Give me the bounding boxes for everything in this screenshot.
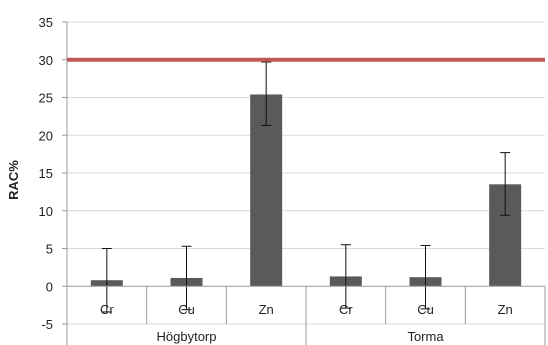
category-label: Zn <box>259 302 274 317</box>
category-label: Cr <box>339 302 353 317</box>
y-tick-label: 35 <box>39 15 53 30</box>
y-tick-label: 10 <box>39 204 53 219</box>
group-label: Torma <box>407 329 444 344</box>
y-tick-label: 20 <box>39 128 53 143</box>
y-tick-label: 5 <box>46 242 53 257</box>
category-label: Cu <box>178 302 195 317</box>
bar <box>250 94 283 287</box>
y-axis: -5 0 5 10 15 20 25 30 35 <box>39 15 68 345</box>
y-tick-label: 25 <box>39 91 53 106</box>
x-axis: Cr Cu Zn Cr Cu Zn Högbytorp Torma <box>66 285 546 345</box>
y-tick-label: -5 <box>41 317 53 332</box>
category-label: Zn <box>498 302 513 317</box>
category-label: Cr <box>100 302 114 317</box>
error-bars <box>101 61 511 313</box>
y-tick-label: 0 <box>46 279 53 294</box>
gridlines <box>67 21 545 325</box>
bars <box>90 94 522 287</box>
y-tick-label: 30 <box>39 53 53 68</box>
y-tick-label: 15 <box>39 166 53 181</box>
category-label: Cu <box>417 302 434 317</box>
y-axis-label: RAC% <box>6 160 21 200</box>
group-label: Högbytorp <box>157 329 217 344</box>
